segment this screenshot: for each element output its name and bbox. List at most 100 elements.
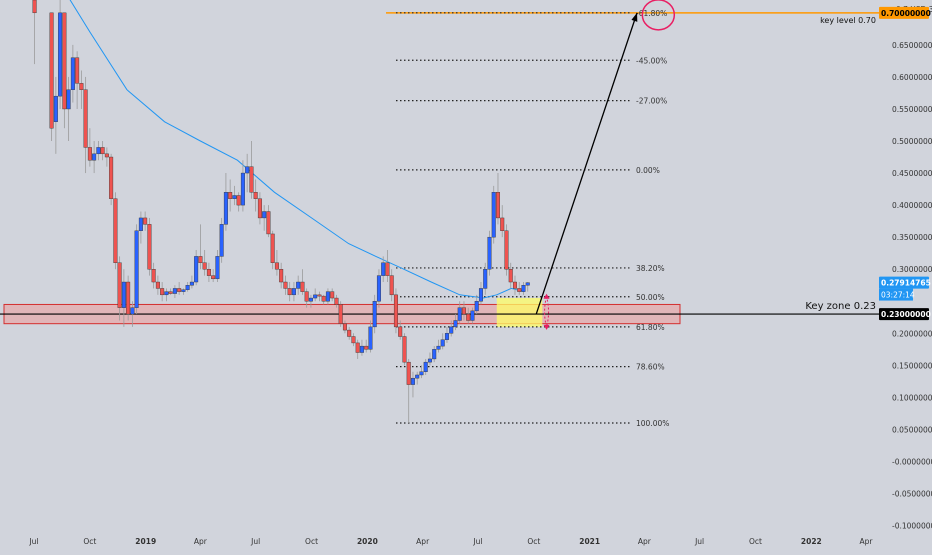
range-indicator	[544, 296, 550, 329]
candle-body	[483, 269, 488, 289]
fibonacci-layer: -61.80% -45.00% -27.00% 0.00% 38.20% 50.00% 61…	[396, 9, 669, 428]
candle-body	[147, 224, 152, 270]
range-indicator-top	[543, 293, 550, 299]
candle-body	[143, 217, 148, 225]
candle-body	[198, 256, 203, 263]
candle-body	[351, 336, 356, 344]
candle-body	[185, 285, 190, 290]
candle-body	[126, 281, 131, 315]
candle-body	[432, 349, 437, 360]
candle-body	[372, 301, 377, 328]
fib-level-label: 0.00%	[636, 166, 660, 175]
candle-body	[270, 233, 275, 263]
candle-body	[240, 172, 245, 206]
candle-body	[75, 57, 80, 84]
candle-body	[334, 297, 339, 305]
candle-body	[266, 211, 271, 235]
candle-body	[304, 291, 309, 302]
candle-body	[53, 95, 58, 122]
candle-body	[521, 285, 526, 292]
candle-body	[228, 192, 233, 199]
x-tick-label: Oct	[527, 537, 540, 546]
candle-body	[121, 281, 126, 308]
candle-body	[253, 192, 258, 199]
candle-body	[87, 147, 92, 161]
candle-body	[487, 236, 492, 270]
candle-body	[66, 89, 71, 110]
candle-body	[155, 281, 160, 289]
candle-body	[415, 374, 420, 379]
candle-body	[117, 262, 122, 308]
candle-body	[419, 371, 424, 376]
candle-body	[279, 269, 284, 283]
candle-body	[160, 288, 165, 296]
candle-body	[104, 153, 109, 158]
candle-body	[189, 281, 194, 286]
candle-body	[355, 342, 360, 353]
candle-body	[202, 262, 207, 270]
candle-body	[398, 326, 403, 337]
key-zone-text: Key zone 0.23	[805, 301, 876, 312]
candle-body	[466, 313, 471, 321]
key-zone-price-tag: 0.23000000	[881, 310, 931, 319]
x-tick-label: Apr	[194, 537, 208, 546]
candle-body	[444, 333, 449, 340]
x-tick-label: 2022	[801, 537, 822, 546]
candle-body	[449, 326, 454, 334]
candle-body	[389, 275, 394, 296]
candle-body	[219, 224, 224, 257]
x-tick-label: 2020	[357, 537, 378, 546]
range-indicator-bottom	[543, 324, 550, 330]
fib-level-label: 61.80%	[636, 323, 665, 332]
candle-body	[478, 288, 483, 302]
key-zone-price-tag-box	[879, 308, 929, 321]
candle-body	[168, 291, 173, 294]
x-tick-label: Apr	[416, 537, 430, 546]
candle-body	[291, 288, 296, 296]
candle-body	[100, 147, 105, 155]
candle-body	[96, 147, 101, 155]
candle-body	[113, 198, 118, 263]
fib-level-label: -61.80%	[636, 9, 667, 18]
candle-body	[211, 275, 216, 280]
candle-body	[181, 289, 186, 292]
candle-body	[453, 320, 458, 328]
candle-body	[262, 211, 267, 219]
candle-body	[364, 345, 369, 350]
candle-body	[457, 307, 462, 321]
candle-body	[393, 294, 398, 328]
candle-body	[313, 294, 318, 299]
y-tick-label: -0.05000000	[892, 490, 932, 499]
candle-body	[283, 281, 288, 289]
candle-body	[512, 281, 517, 289]
candle-body	[317, 294, 322, 297]
candle-body	[491, 192, 496, 238]
target-arrow-head	[631, 12, 638, 22]
x-tick-label: 2021	[579, 537, 600, 546]
fib-level-label: 50.00%	[636, 293, 665, 302]
candle-body	[406, 361, 411, 385]
candle-body	[223, 192, 228, 225]
candle-body	[79, 83, 84, 90]
candle-body	[359, 345, 364, 353]
x-tick-label: Jul	[472, 537, 482, 546]
candle-body	[368, 326, 373, 350]
fib-level-label: 100.00%	[636, 419, 669, 428]
axes-layer: 0.7 USD 300.650000000.600000000.55000000…	[28, 5, 932, 546]
candle-body	[308, 297, 313, 302]
fib-level-label: 38.20%	[636, 264, 665, 273]
moving-average-line	[69, 0, 525, 299]
candle-body	[423, 361, 428, 372]
